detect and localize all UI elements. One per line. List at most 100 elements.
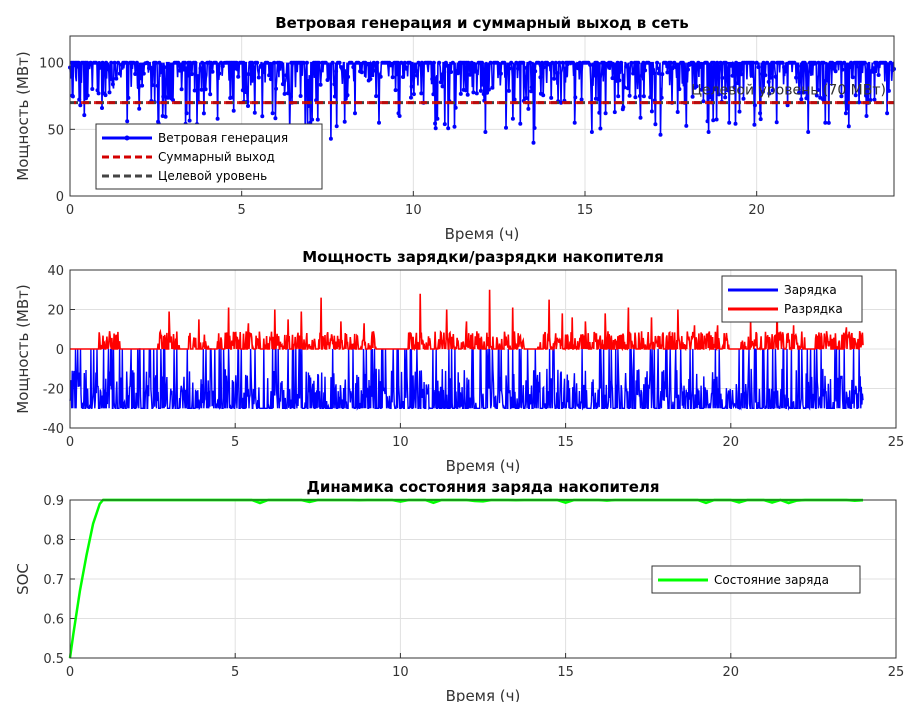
wind-point <box>577 60 582 65</box>
wind-point <box>826 120 831 125</box>
wind-point <box>792 60 797 65</box>
wind-point <box>816 60 821 65</box>
wind-point <box>763 73 768 78</box>
wind-point <box>639 73 644 78</box>
wind-point <box>431 92 436 97</box>
wind-point <box>220 64 225 69</box>
wind-point <box>105 67 110 72</box>
wind-point <box>88 60 93 65</box>
wind-point <box>516 66 520 71</box>
wind-point <box>330 60 335 65</box>
wind-point <box>397 114 402 118</box>
wind-point <box>145 60 150 65</box>
wind-point <box>219 60 224 65</box>
wind-point <box>452 124 457 129</box>
wind-point <box>478 88 483 93</box>
wind-point <box>864 114 869 118</box>
plot-1-xlabel: Время (ч) <box>445 225 520 243</box>
wind-point <box>813 60 817 65</box>
wind-point <box>409 95 413 100</box>
wind-point <box>723 95 728 100</box>
wind-point <box>138 76 143 81</box>
wind-point <box>680 60 685 65</box>
wind-point <box>838 60 843 65</box>
wind-point <box>109 60 114 65</box>
wind-point <box>77 97 82 102</box>
wind-point <box>597 110 602 115</box>
wind-point <box>304 60 309 65</box>
wind-point <box>845 106 850 111</box>
x-tick-label: 10 <box>405 203 422 218</box>
wind-point <box>102 71 107 75</box>
wind-point <box>284 73 289 78</box>
wind-point <box>785 103 790 108</box>
wind-point <box>624 64 629 69</box>
wind-point <box>430 77 435 81</box>
plot-3-title: Динамика состояния заряда накопителя <box>306 478 659 496</box>
wind-point <box>524 65 529 70</box>
series-charging <box>69 348 864 411</box>
wind-point <box>486 87 491 92</box>
wind-point <box>684 123 689 128</box>
x-tick-label: 10 <box>392 665 409 680</box>
wind-point <box>188 60 193 65</box>
wind-point <box>90 87 95 91</box>
wind-point <box>200 60 205 65</box>
wind-point <box>419 91 424 96</box>
wind-point <box>641 94 646 99</box>
wind-point <box>137 106 142 111</box>
wind-point <box>279 61 284 66</box>
wind-point <box>210 69 215 74</box>
plot-1-ylabel: Мощность (МВт) <box>14 51 32 181</box>
wind-point <box>795 64 800 68</box>
wind-point <box>433 121 438 126</box>
wind-point <box>97 61 102 65</box>
wind-point <box>576 66 581 71</box>
wind-point <box>864 93 868 98</box>
wind-point <box>886 88 891 93</box>
wind-point <box>485 90 490 95</box>
x-tick-label: 15 <box>557 435 574 450</box>
wind-point <box>847 65 852 70</box>
wind-point <box>445 64 450 68</box>
wind-point <box>799 97 804 102</box>
wind-point <box>301 60 306 65</box>
wind-point <box>794 75 799 80</box>
wind-point <box>649 109 654 114</box>
wind-point <box>176 60 181 65</box>
wind-point <box>540 60 545 65</box>
wind-point <box>549 95 554 100</box>
wind-point <box>267 73 272 78</box>
wind-point <box>622 85 627 90</box>
wind-point <box>141 71 146 76</box>
wind-point <box>234 60 239 65</box>
wind-point <box>356 60 361 65</box>
wind-point <box>230 95 235 100</box>
wind-point <box>560 60 565 65</box>
wind-point <box>268 77 273 82</box>
wind-point <box>691 60 696 65</box>
wind-point <box>658 132 663 137</box>
wind-point <box>95 88 100 93</box>
wind-point <box>402 60 407 65</box>
wind-point <box>270 111 275 116</box>
wind-point <box>150 83 155 88</box>
wind-point <box>641 60 646 65</box>
plot-2-ylabel: Мощность (МВт) <box>14 284 32 414</box>
wind-point <box>739 72 744 77</box>
wind-point <box>189 72 194 77</box>
wind-point <box>419 60 424 65</box>
wind-point <box>334 124 339 129</box>
wind-point <box>435 116 440 121</box>
wind-point <box>215 116 220 121</box>
wind-point <box>843 111 848 116</box>
wind-point <box>766 79 771 84</box>
wind-point <box>474 91 479 96</box>
wind-point <box>177 68 182 73</box>
plot-frame <box>69 35 895 197</box>
wind-point <box>490 85 495 90</box>
x-tick-label: 20 <box>723 665 740 680</box>
wind-point <box>506 88 511 93</box>
wind-point <box>368 77 373 81</box>
wind-point <box>598 126 603 131</box>
